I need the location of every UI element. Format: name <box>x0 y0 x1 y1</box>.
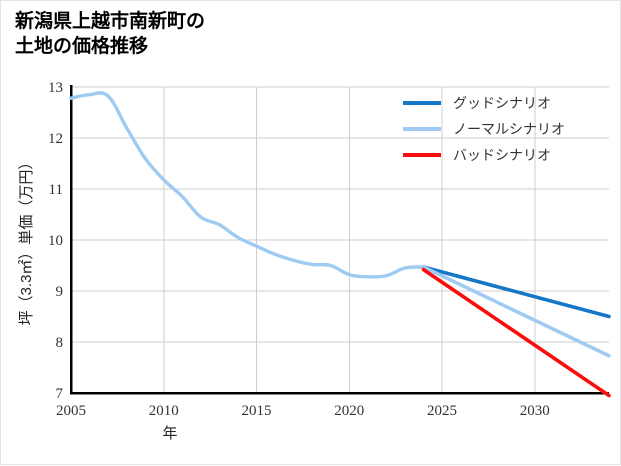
axis-titles-group: 年 坪（3.3㎡）単価（万円） <box>18 155 178 442</box>
tick-labels-group: 7 8 9 10 11 12 13 2005 2010 2015 2020 2025 2030 <box>48 80 550 419</box>
y-tick-label: 9 <box>56 284 64 300</box>
legend-label-2: ノーマルシナリオ <box>453 121 565 137</box>
series-line-2 <box>421 265 611 319</box>
legend-label-3: バッドシナリオ <box>453 147 551 163</box>
y-tick-label: 11 <box>49 182 63 198</box>
series-group <box>69 91 611 398</box>
legend-label-1: グッドシナリオ <box>453 95 551 111</box>
y-axis-title: 坪（3.3㎡）単価（万円） <box>18 155 35 326</box>
x-tick-label: 2005 <box>56 403 86 419</box>
series-line-1 <box>69 91 426 279</box>
x-tick-label: 2030 <box>520 403 550 419</box>
axes-group <box>69 85 609 395</box>
x-tick-label: 2015 <box>242 403 272 419</box>
series-line-4 <box>421 267 611 398</box>
y-tick-label: 13 <box>48 80 63 96</box>
y-tick-label: 10 <box>48 233 63 249</box>
y-tick-label: 7 <box>56 386 64 402</box>
y-tick-label: 12 <box>48 131 63 147</box>
page-title: 新潟県上越市南新町の 土地の価格推移 <box>15 11 206 58</box>
series-line-3 <box>421 265 611 358</box>
x-tick-label: 2025 <box>427 403 457 419</box>
x-tick-label: 2010 <box>149 403 179 419</box>
y-tick-label: 8 <box>56 335 64 351</box>
x-axis-title: 年 <box>162 425 177 442</box>
x-tick-label: 2020 <box>334 403 364 419</box>
